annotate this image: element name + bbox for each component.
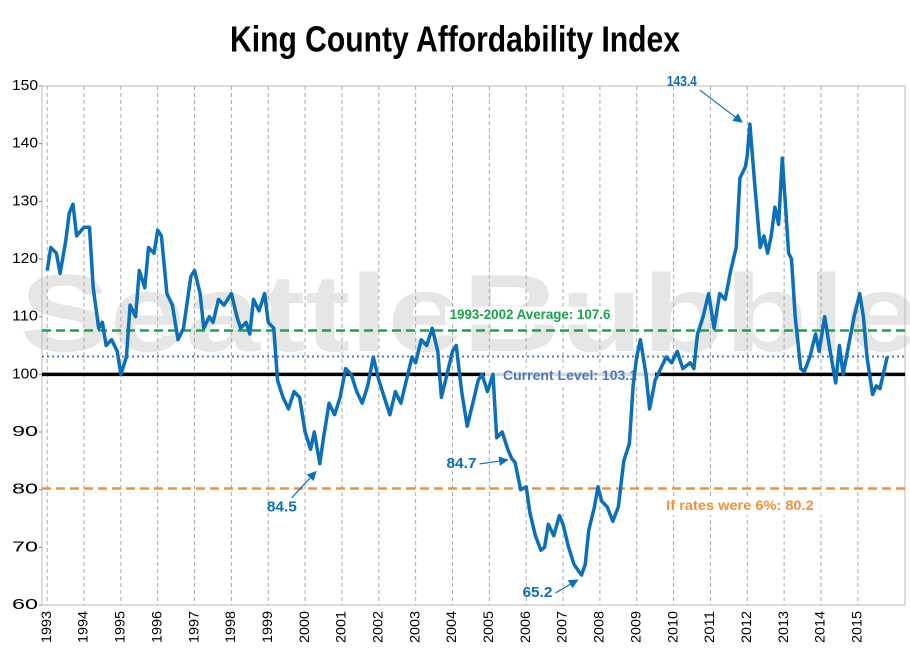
y-tick-label: 80 [12, 481, 38, 498]
x-tick-label: 1997 [185, 611, 201, 643]
y-tick-label: 130 [12, 192, 38, 209]
y-tick-label: 90 [12, 423, 38, 440]
y-tick-label: 150 [12, 77, 38, 94]
x-tick-label: 2012 [738, 611, 754, 643]
reference-label: 1993-2002 Average: 107.6 [450, 306, 611, 322]
reference-label: Current Level: 103.1 [503, 367, 637, 383]
reference-label: If rates were 6%: 80.2 [666, 497, 814, 513]
annotation-label: 84.5 [267, 499, 297, 516]
x-tick-label: 2000 [296, 611, 312, 643]
y-tick-label: 140 [12, 135, 38, 152]
x-tick-label: 2001 [333, 611, 349, 643]
y-tick-label: 100 [12, 365, 38, 382]
x-tick-label: 1996 [148, 611, 164, 643]
annotation-label: 65.2 [522, 584, 552, 601]
annotation-arrow [699, 89, 743, 123]
x-tick-label: 2011 [701, 611, 717, 643]
x-tick-label: 2008 [591, 611, 607, 643]
y-tick-label: 70 [12, 538, 38, 555]
x-tick-label: 1995 [112, 611, 128, 643]
x-tick-label: 2004 [443, 611, 459, 643]
x-tick-label: 2013 [775, 611, 791, 643]
annotation-arrow [479, 456, 509, 466]
annotation-arrow [291, 470, 317, 499]
annotation-arrow [555, 579, 579, 594]
x-tick-label: 2010 [664, 611, 680, 643]
x-tick-label: 2002 [370, 611, 386, 643]
x-tick-label: 2007 [554, 611, 570, 643]
label-bg [485, 367, 655, 386]
annotation-label: 84.7 [446, 455, 476, 472]
x-tick-label: 2006 [517, 611, 533, 643]
label-bg [655, 497, 825, 516]
x-tick-label: 1998 [222, 611, 238, 643]
label-bg [445, 306, 615, 325]
x-tick-label: 1993 [38, 611, 54, 643]
y-tick-label: 110 [12, 308, 38, 325]
x-tick-label: 2003 [406, 611, 422, 643]
x-tick-label: 2015 [849, 611, 865, 643]
x-tick-label: 2005 [480, 611, 496, 643]
x-tick-label: 1999 [259, 611, 275, 643]
chart-title: King County Affordability Index [230, 19, 680, 60]
y-tick-label: 120 [12, 250, 38, 267]
annotation-label: 143.4 [667, 73, 698, 90]
x-tick-label: 2009 [627, 611, 643, 643]
y-tick-label: 60 [12, 596, 38, 613]
x-tick-label: 1994 [75, 611, 91, 643]
plot-frame [41, 85, 906, 606]
data-line [45, 122, 890, 577]
x-tick-label: 2014 [812, 611, 828, 643]
